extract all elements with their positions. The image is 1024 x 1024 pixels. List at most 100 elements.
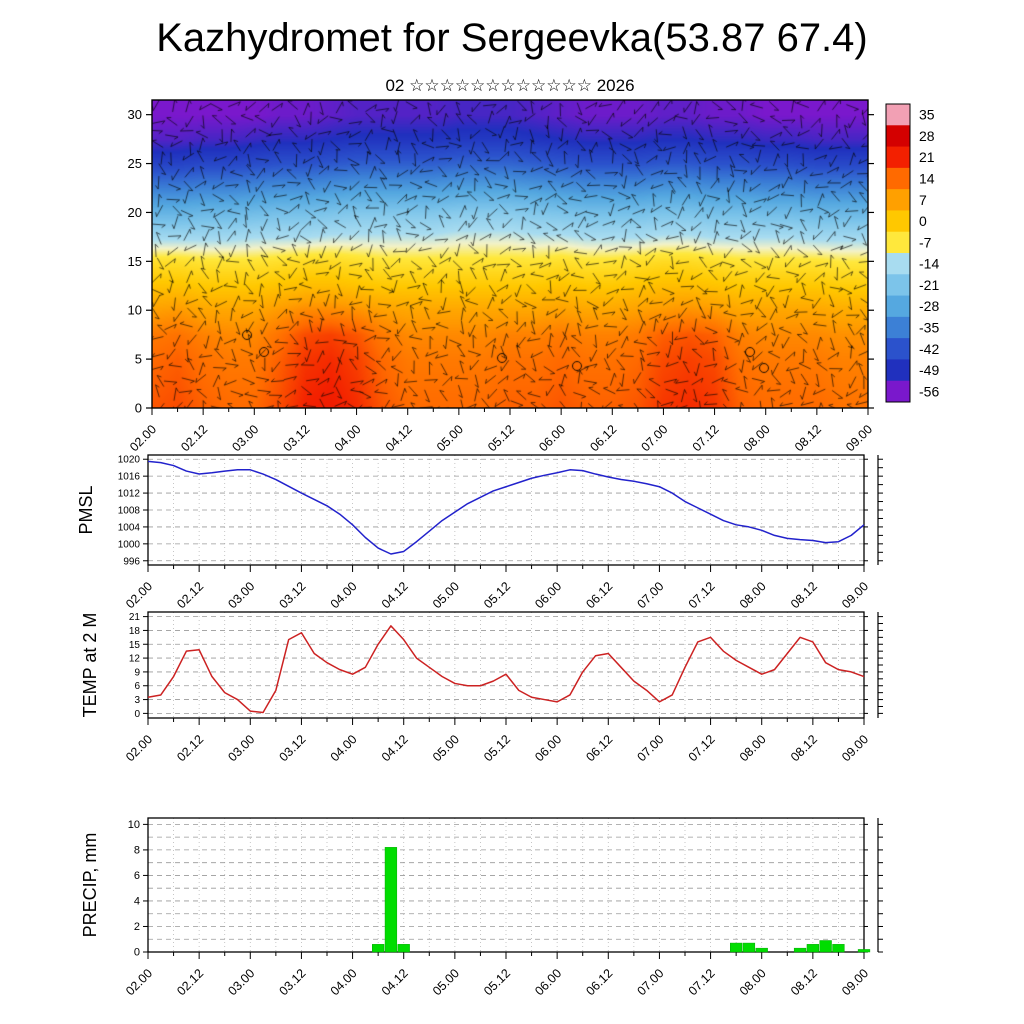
- svg-text:04.12: 04.12: [379, 732, 411, 764]
- svg-text:10: 10: [128, 303, 142, 318]
- cross-section-heatmap: [152, 100, 868, 408]
- svg-text:1016: 1016: [118, 472, 141, 483]
- svg-text:08.12: 08.12: [788, 966, 820, 998]
- svg-text:08.00: 08.00: [737, 579, 769, 611]
- svg-text:8: 8: [134, 844, 140, 856]
- svg-text:06.00: 06.00: [532, 579, 564, 611]
- svg-text:07.12: 07.12: [686, 579, 718, 611]
- svg-text:03.12: 03.12: [277, 732, 309, 764]
- svg-text:1008: 1008: [118, 506, 141, 517]
- svg-text:06.00: 06.00: [532, 966, 564, 998]
- svg-text:03.12: 03.12: [277, 966, 309, 998]
- svg-text:05.00: 05.00: [430, 579, 462, 611]
- svg-text:15: 15: [128, 254, 142, 269]
- svg-text:0: 0: [134, 947, 140, 959]
- svg-text:21: 21: [919, 149, 935, 165]
- svg-text:30: 30: [128, 107, 142, 122]
- svg-text:03.00: 03.00: [225, 579, 257, 611]
- svg-text:05.12: 05.12: [481, 579, 513, 611]
- svg-text:7: 7: [919, 192, 927, 208]
- svg-text:2: 2: [134, 921, 140, 933]
- svg-text:12: 12: [129, 654, 141, 665]
- page-title: Kazhydromet for Sergeevka(53.87 67.4): [156, 16, 868, 60]
- svg-text:06.00: 06.00: [536, 422, 568, 454]
- svg-text:02.00: 02.00: [123, 732, 155, 764]
- svg-text:08.00: 08.00: [737, 966, 769, 998]
- precip-axis-label: PRECIP, mm: [80, 833, 100, 938]
- svg-text:08.12: 08.12: [788, 579, 820, 611]
- svg-text:04.12: 04.12: [383, 422, 415, 454]
- svg-text:05.00: 05.00: [430, 966, 462, 998]
- svg-text:03.00: 03.00: [229, 422, 261, 454]
- svg-text:35: 35: [919, 107, 935, 123]
- svg-text:-49: -49: [919, 362, 939, 378]
- svg-text:07.00: 07.00: [639, 422, 671, 454]
- svg-text:5: 5: [135, 352, 142, 367]
- svg-text:18: 18: [129, 626, 141, 637]
- svg-text:08.12: 08.12: [792, 422, 824, 454]
- svg-text:05.00: 05.00: [430, 732, 462, 764]
- svg-text:4: 4: [134, 895, 140, 907]
- svg-text:02.00: 02.00: [123, 579, 155, 611]
- svg-text:0: 0: [135, 401, 142, 416]
- svg-text:07.00: 07.00: [635, 579, 667, 611]
- svg-text:05.12: 05.12: [485, 422, 517, 454]
- svg-text:09.00: 09.00: [839, 966, 871, 998]
- svg-text:-14: -14: [919, 256, 939, 272]
- svg-text:1012: 1012: [118, 489, 141, 500]
- svg-text:05.00: 05.00: [434, 422, 466, 454]
- svg-text:06.12: 06.12: [583, 579, 615, 611]
- svg-text:14: 14: [919, 171, 935, 187]
- svg-text:07.00: 07.00: [635, 732, 667, 764]
- svg-text:-21: -21: [919, 277, 939, 293]
- svg-text:04.00: 04.00: [328, 732, 360, 764]
- svg-text:02.00: 02.00: [127, 422, 159, 454]
- svg-text:08.12: 08.12: [788, 732, 820, 764]
- svg-text:07.12: 07.12: [690, 422, 722, 454]
- svg-text:08.00: 08.00: [737, 732, 769, 764]
- svg-text:1004: 1004: [118, 522, 141, 533]
- svg-text:04.12: 04.12: [379, 579, 411, 611]
- svg-text:02.12: 02.12: [174, 966, 206, 998]
- svg-text:21: 21: [129, 612, 141, 623]
- svg-text:-28: -28: [919, 298, 939, 314]
- svg-text:-56: -56: [919, 383, 939, 399]
- svg-text:09.00: 09.00: [843, 422, 875, 454]
- temp-axis-label: TEMP at 2 M: [80, 613, 100, 718]
- svg-text:04.00: 04.00: [332, 422, 364, 454]
- svg-text:3: 3: [134, 695, 140, 706]
- svg-text:07.00: 07.00: [635, 966, 667, 998]
- svg-text:6: 6: [134, 870, 140, 882]
- svg-text:996: 996: [123, 556, 140, 567]
- svg-text:06.12: 06.12: [587, 422, 619, 454]
- svg-text:03.12: 03.12: [277, 579, 309, 611]
- svg-text:02.12: 02.12: [174, 732, 206, 764]
- svg-text:03.12: 03.12: [281, 422, 313, 454]
- svg-text:1000: 1000: [118, 539, 141, 550]
- svg-text:09.00: 09.00: [839, 732, 871, 764]
- svg-text:06.00: 06.00: [532, 732, 564, 764]
- svg-text:02.12: 02.12: [178, 422, 210, 454]
- svg-text:08.00: 08.00: [741, 422, 773, 454]
- svg-text:10: 10: [128, 819, 140, 831]
- svg-text:05.12: 05.12: [481, 732, 513, 764]
- svg-text:02.00: 02.00: [123, 966, 155, 998]
- svg-text:9: 9: [134, 667, 140, 678]
- svg-text:25: 25: [128, 156, 142, 171]
- svg-text:15: 15: [129, 640, 141, 651]
- svg-text:03.00: 03.00: [225, 732, 257, 764]
- svg-text:07.12: 07.12: [686, 732, 718, 764]
- pmsl-axis-label: PMSL: [76, 485, 96, 534]
- svg-text:06.12: 06.12: [583, 966, 615, 998]
- svg-text:03.00: 03.00: [225, 966, 257, 998]
- svg-text:28: 28: [919, 128, 935, 144]
- svg-text:06.12: 06.12: [583, 732, 615, 764]
- svg-text:07.12: 07.12: [686, 966, 718, 998]
- svg-text:0: 0: [919, 213, 927, 229]
- svg-text:04.12: 04.12: [379, 966, 411, 998]
- svg-text:02.12: 02.12: [174, 579, 206, 611]
- svg-text:09.00: 09.00: [839, 579, 871, 611]
- chart-subtitle-date: 02 ☆☆☆☆☆☆☆☆☆☆☆☆ 2026: [385, 76, 635, 95]
